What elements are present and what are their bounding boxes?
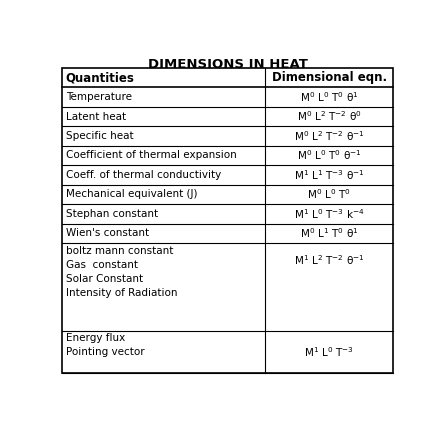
Text: boltz mann constant
Gas  constant
Solar Constant
Intensity of Radiation: boltz mann constant Gas constant Solar C… [66, 245, 177, 298]
Text: Quantities: Quantities [66, 71, 135, 84]
Text: Stephan constant: Stephan constant [66, 209, 158, 219]
Text: M$^0$ L$^2$ T$^{-2}$ θ$^0$: M$^0$ L$^2$ T$^{-2}$ θ$^0$ [297, 110, 362, 123]
Text: Latent heat: Latent heat [66, 112, 126, 122]
Text: Mechanical equivalent (J): Mechanical equivalent (J) [66, 190, 197, 199]
Text: Dimensional eqn.: Dimensional eqn. [272, 71, 387, 84]
Text: M$^0$ L$^2$ T$^{-2}$ θ$^{-1}$: M$^0$ L$^2$ T$^{-2}$ θ$^{-1}$ [294, 129, 365, 143]
Text: Temperature: Temperature [66, 92, 132, 102]
Text: M$^1$ L$^1$ T$^{-3}$ θ$^{-1}$: M$^1$ L$^1$ T$^{-3}$ θ$^{-1}$ [294, 168, 365, 182]
Text: M$^0$ L$^1$ T$^0$ θ$^1$: M$^0$ L$^1$ T$^0$ θ$^1$ [300, 226, 359, 240]
Text: M$^0$ L$^0$ T$^0$: M$^0$ L$^0$ T$^0$ [307, 187, 351, 201]
Text: Coefficient of thermal expansion: Coefficient of thermal expansion [66, 151, 237, 160]
Text: M$^1$ L$^2$ T$^{-2}$ θ$^{-1}$: M$^1$ L$^2$ T$^{-2}$ θ$^{-1}$ [294, 254, 365, 268]
Text: M$^0$ L$^0$ T$^0$ θ$^{-1}$: M$^0$ L$^0$ T$^0$ θ$^{-1}$ [297, 148, 362, 162]
Text: M$^0$ L$^0$ T$^0$ θ$^1$: M$^0$ L$^0$ T$^0$ θ$^1$ [300, 90, 359, 104]
Text: DIMENSIONS IN HEAT: DIMENSIONS IN HEAT [147, 58, 308, 71]
Text: Specific heat: Specific heat [66, 131, 134, 141]
Text: Coeff. of thermal conductivity: Coeff. of thermal conductivity [66, 170, 221, 180]
Text: M$^1$ L$^0$ T$^{-3}$ k$^{-4}$: M$^1$ L$^0$ T$^{-3}$ k$^{-4}$ [294, 207, 365, 221]
Text: Energy flux
Pointing vector: Energy flux Pointing vector [66, 333, 144, 357]
Text: Wien's constant: Wien's constant [66, 228, 149, 238]
Text: M$^1$ L$^0$ T$^{-3}$: M$^1$ L$^0$ T$^{-3}$ [305, 345, 354, 359]
